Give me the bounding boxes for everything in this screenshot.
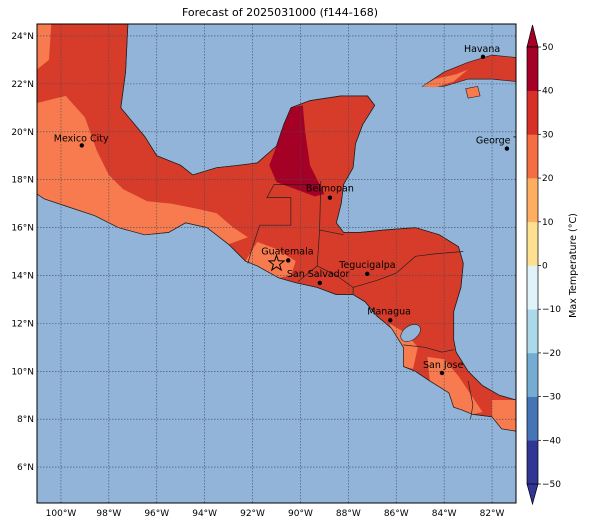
city-markers: Mexico City Havana George Tov Belmopan Guate… [54, 44, 530, 376]
colorbar-label: Max Temperature (°C) [568, 213, 579, 318]
colorbar-tick-label: −10 [542, 305, 561, 315]
lat-tick-label: 22°N [11, 80, 34, 90]
lon-tick-label: 94°W [192, 509, 217, 519]
lat-tick-label: 12°N [11, 319, 34, 329]
colorbar-extend-high [526, 24, 539, 48]
colorbar-tick-label: 0 [542, 262, 548, 272]
map-frame [36, 23, 517, 504]
city-dot [480, 54, 486, 60]
star-icon [267, 254, 286, 272]
colorbar-segment [527, 178, 538, 223]
lon-tick-label: 96°W [144, 509, 169, 519]
colorbar-tick-label: 10 [542, 218, 554, 228]
city-dot [327, 195, 333, 200]
city-dot [286, 258, 291, 263]
city-dot [439, 370, 445, 376]
lon-tick-label: 98°W [96, 509, 121, 519]
map-axes: 100°W 98°W 96°W 94°W 92°W 90°W 88°W 86°W 84°W 82°… [11, 32, 504, 519]
colorbar-segment [527, 265, 538, 310]
city-label: Havana [464, 44, 500, 55]
colorbar-segment [527, 47, 538, 91]
city-dot [365, 271, 370, 276]
colorbar-tick-label: 50 [542, 43, 554, 53]
lat-tick-label: 16°N [11, 224, 34, 234]
city-label: San Jose [423, 360, 463, 371]
lat-tick-label: 24°N [11, 32, 34, 42]
lon-tick-label: 90°W [288, 509, 313, 519]
city-label: Tegucigalpa [338, 260, 395, 271]
lon-tick-label: 84°W [432, 509, 457, 519]
city-label: San Salvador [287, 269, 350, 280]
graticule [37, 24, 516, 503]
colorbar-segment [527, 90, 538, 135]
lon-tick-label: 92°W [240, 509, 265, 519]
colorbar-segment [527, 396, 538, 441]
lat-tick-label: 6°N [17, 463, 34, 473]
city-label: Belmopan [306, 184, 354, 195]
country-border-6 [467, 380, 474, 420]
lon-tick-label: 82°W [480, 509, 505, 519]
city-dot [504, 146, 510, 151]
lat-tick-label: 8°N [17, 415, 34, 425]
country-border-0 [247, 184, 321, 264]
city-label: Mexico City [54, 133, 109, 144]
lat-tick-label: 14°N [11, 271, 34, 281]
city-label: Managua [367, 306, 411, 317]
lat-tick-label: 20°N [11, 128, 34, 138]
country-border-4 [353, 251, 464, 288]
colorbar-tick-label: −50 [542, 480, 561, 490]
colorbar-segment [527, 134, 538, 179]
lake-nicaragua [400, 324, 421, 342]
city-dot [317, 280, 323, 286]
warm-zone-0 [37, 95, 248, 245]
warm-zone-2 [245, 241, 296, 278]
warm-zone-5 [492, 400, 516, 432]
colorbar-extend-low [526, 483, 539, 506]
lat-tick-label: 10°N [11, 367, 34, 377]
map-title: Forecast of 2025031000 (f144-168) [181, 6, 379, 19]
colorbar-segment [527, 221, 538, 266]
lat-tick-label: 18°N [11, 176, 34, 186]
colorbar-tick-label: 40 [542, 87, 554, 97]
country-border-3 [317, 265, 354, 295]
lon-tick-label: 86°W [384, 509, 409, 519]
country-border-5 [403, 344, 454, 353]
warm-zone-3 [389, 323, 418, 369]
city-dot [79, 143, 84, 148]
colorbar-tick-label: −20 [542, 349, 561, 359]
colorbar-tick-label: 20 [542, 174, 554, 184]
colorbar-tick-label: 30 [542, 130, 554, 140]
city-label: George Tov [476, 136, 530, 147]
colorbar-segment [527, 352, 538, 397]
colorbar-tick-label: −40 [542, 436, 561, 446]
isla-juventud [465, 85, 481, 99]
lon-tick-label: 100°W [46, 509, 77, 519]
warm-zone-1 [37, 24, 52, 70]
colorbar-tick-label: −30 [542, 393, 561, 403]
colorbar: −50 −40 −30 −20 −10 0 10 20 30 40 50 Max Temperatur… [526, 24, 579, 506]
lon-tick-label: 88°W [336, 509, 361, 519]
colorbar-segment [527, 440, 538, 485]
city-dot [388, 318, 393, 323]
colorbar-segment [527, 309, 538, 354]
city-label: Guatemala [261, 246, 313, 257]
hot-zone [269, 105, 325, 197]
